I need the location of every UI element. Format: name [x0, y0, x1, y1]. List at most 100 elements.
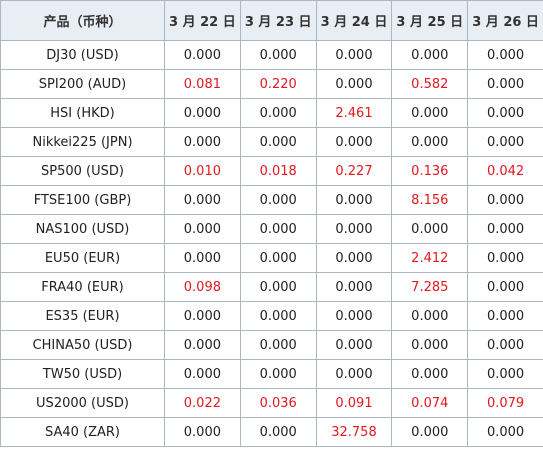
- value-cell: 0.000: [164, 127, 241, 157]
- product-cell: SP500 (USD): [0, 156, 165, 186]
- value-cell: 0.227: [315, 156, 393, 186]
- product-cell: SA40 (ZAR): [0, 417, 165, 447]
- value-cell: 0.042: [467, 156, 543, 186]
- value-cell: 0.000: [164, 214, 241, 244]
- value-cell: 0.000: [164, 98, 241, 128]
- product-cell: US2000 (USD): [0, 388, 165, 418]
- header-product: 产品（币种）: [0, 0, 165, 41]
- value-cell: 0.000: [467, 185, 543, 215]
- value-cell: 0.000: [391, 417, 469, 447]
- value-cell: 0.000: [164, 330, 241, 360]
- value-cell: 0.000: [467, 243, 543, 273]
- table-row: FTSE100 (GBP) 0.000 0.000 0.000 8.156 0.000: [0, 185, 543, 215]
- product-cell: CHINA50 (USD): [0, 330, 165, 360]
- header-date: 3 月 22 日: [164, 0, 241, 41]
- value-cell: 32.758: [315, 417, 393, 447]
- table-row: HSI (HKD) 0.000 0.000 2.461 0.000 0.000: [0, 98, 543, 128]
- value-cell: 0.000: [239, 98, 317, 128]
- value-cell: 0.000: [467, 40, 543, 70]
- value-cell: 0.220: [239, 69, 317, 99]
- value-cell: 0.000: [239, 127, 317, 157]
- value-cell: 0.000: [467, 214, 543, 244]
- value-cell: 0.000: [391, 40, 469, 70]
- product-cell: FRA40 (EUR): [0, 272, 165, 302]
- value-cell: 0.000: [239, 40, 317, 70]
- value-cell: 0.000: [239, 417, 317, 447]
- value-cell: 0.582: [391, 69, 469, 99]
- table-body: DJ30 (USD) 0.000 0.000 0.000 0.000 0.000 SPI20…: [0, 40, 543, 447]
- value-cell: 2.412: [391, 243, 469, 273]
- value-cell: 0.000: [467, 417, 543, 447]
- table-row: SP500 (USD) 0.010 0.018 0.227 0.136 0.042: [0, 156, 543, 186]
- product-cell: Nikkei225 (JPN): [0, 127, 165, 157]
- value-cell: 0.000: [164, 359, 241, 389]
- value-cell: 0.000: [467, 330, 543, 360]
- value-cell: 0.000: [239, 185, 317, 215]
- value-cell: 0.081: [164, 69, 241, 99]
- table-row: EU50 (EUR) 0.000 0.000 0.000 2.412 0.000: [0, 243, 543, 273]
- table-row: SA40 (ZAR) 0.000 0.000 32.758 0.000 0.000: [0, 417, 543, 447]
- value-cell: 0.000: [164, 185, 241, 215]
- value-cell: 0.000: [164, 40, 241, 70]
- product-cell: TW50 (USD): [0, 359, 165, 389]
- value-cell: 8.156: [391, 185, 469, 215]
- value-cell: 0.000: [315, 40, 393, 70]
- value-cell: 0.000: [391, 214, 469, 244]
- value-cell: 0.000: [467, 98, 543, 128]
- value-cell: 0.010: [164, 156, 241, 186]
- header-date: 3 月 24 日: [315, 0, 393, 41]
- table-row: NAS100 (USD) 0.000 0.000 0.000 0.000 0.000: [0, 214, 543, 244]
- value-cell: 0.000: [164, 301, 241, 331]
- value-cell: 0.000: [239, 214, 317, 244]
- value-cell: 0.000: [164, 243, 241, 273]
- value-cell: 0.000: [239, 301, 317, 331]
- product-cell: ES35 (EUR): [0, 301, 165, 331]
- table-row: ES35 (EUR) 0.000 0.000 0.000 0.000 0.000: [0, 301, 543, 331]
- value-cell: 0.000: [315, 243, 393, 273]
- value-cell: 0.036: [239, 388, 317, 418]
- value-cell: 0.000: [239, 330, 317, 360]
- value-cell: 0.000: [391, 330, 469, 360]
- value-cell: 2.461: [315, 98, 393, 128]
- value-cell: 0.000: [391, 127, 469, 157]
- table-row: DJ30 (USD) 0.000 0.000 0.000 0.000 0.000: [0, 40, 543, 70]
- product-cell: SPI200 (AUD): [0, 69, 165, 99]
- header-date: 3 月 26 日: [467, 0, 543, 41]
- table-row: US2000 (USD) 0.022 0.036 0.091 0.074 0.079: [0, 388, 543, 418]
- product-cell: FTSE100 (GBP): [0, 185, 165, 215]
- value-cell: 0.091: [315, 388, 393, 418]
- value-cell: 0.000: [467, 127, 543, 157]
- value-cell: 0.000: [391, 301, 469, 331]
- value-cell: 0.000: [391, 359, 469, 389]
- value-cell: 0.000: [315, 214, 393, 244]
- value-cell: 0.000: [315, 69, 393, 99]
- product-cell: EU50 (EUR): [0, 243, 165, 273]
- value-cell: 0.000: [467, 69, 543, 99]
- table-row: FRA40 (EUR) 0.098 0.000 0.000 7.285 0.000: [0, 272, 543, 302]
- value-cell: 0.022: [164, 388, 241, 418]
- table-row: SPI200 (AUD) 0.081 0.220 0.000 0.582 0.000: [0, 69, 543, 99]
- value-cell: 0.000: [315, 127, 393, 157]
- table-row: TW50 (USD) 0.000 0.000 0.000 0.000 0.000: [0, 359, 543, 389]
- value-cell: 0.000: [315, 272, 393, 302]
- value-cell: 0.000: [315, 359, 393, 389]
- value-cell: 0.000: [467, 272, 543, 302]
- table-row: CHINA50 (USD) 0.000 0.000 0.000 0.000 0.000: [0, 330, 543, 360]
- value-cell: 0.000: [467, 359, 543, 389]
- value-cell: 7.285: [391, 272, 469, 302]
- header-date: 3 月 23 日: [239, 0, 317, 41]
- value-cell: 0.000: [164, 417, 241, 447]
- table-row: Nikkei225 (JPN) 0.000 0.000 0.000 0.000 0.000: [0, 127, 543, 157]
- product-cell: DJ30 (USD): [0, 40, 165, 70]
- table-header-row: 产品（币种） 3 月 22 日 3 月 23 日 3 月 24 日 3 月 25…: [0, 0, 543, 41]
- value-cell: 0.074: [391, 388, 469, 418]
- value-cell: 0.000: [315, 301, 393, 331]
- value-cell: 0.136: [391, 156, 469, 186]
- product-cell: HSI (HKD): [0, 98, 165, 128]
- value-cell: 0.018: [239, 156, 317, 186]
- value-cell: 0.079: [467, 388, 543, 418]
- product-cell: NAS100 (USD): [0, 214, 165, 244]
- value-cell: 0.098: [164, 272, 241, 302]
- value-cell: 0.000: [467, 301, 543, 331]
